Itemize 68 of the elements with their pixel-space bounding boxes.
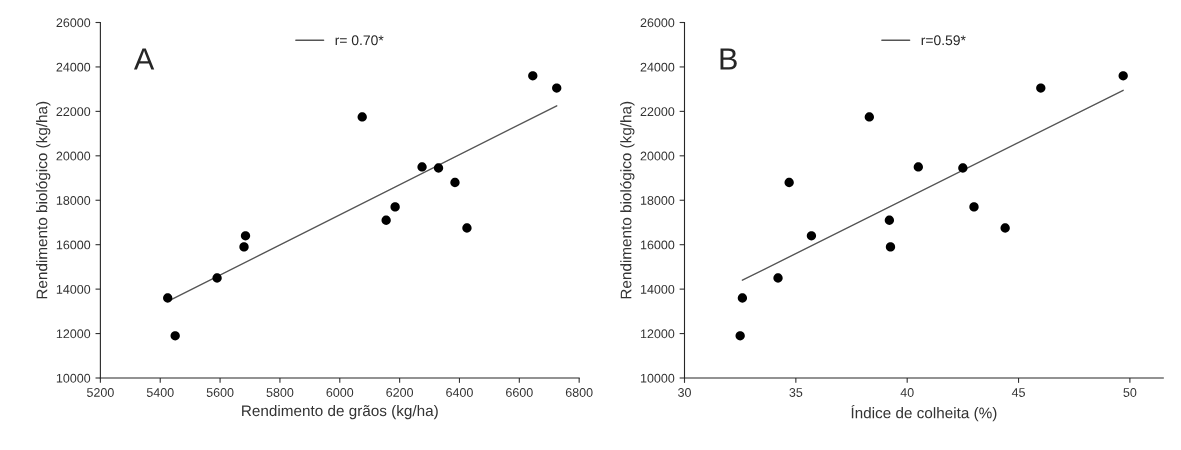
y-tick-label: 20000 — [56, 151, 91, 161]
point — [450, 177, 460, 188]
y-tick-label: 24000 — [56, 62, 91, 72]
point — [1000, 223, 1010, 233]
point — [381, 215, 391, 225]
x-tick-label: 5400 — [146, 388, 174, 397]
y-tick-label: 10000 — [640, 373, 675, 383]
point — [462, 223, 472, 233]
point — [552, 83, 562, 93]
y-tick-label: 24000 — [640, 62, 675, 72]
x-tick-label: 30 — [678, 388, 691, 397]
y-tick-label: 26000 — [56, 18, 91, 28]
x-tick-label: 6000 — [326, 388, 354, 397]
point — [958, 163, 968, 173]
x-axis-title: Rendimento de grãos (kg/ha) — [242, 404, 438, 420]
y-tick-label: 12000 — [640, 329, 675, 339]
x-tick-label: 6800 — [565, 388, 593, 397]
y-tick-label: 14000 — [56, 284, 91, 294]
point — [737, 293, 748, 303]
point — [1036, 83, 1046, 93]
x-tick-label: 35 — [789, 388, 803, 397]
point — [735, 331, 745, 341]
legend-label: r= 0.70* — [335, 35, 384, 46]
y-tick-label: 16000 — [640, 240, 675, 250]
point — [390, 202, 400, 212]
point — [784, 177, 794, 188]
legend-label: r=0.59* — [921, 35, 966, 46]
point — [417, 162, 427, 172]
y-tick-label: 18000 — [56, 196, 91, 205]
y-tick-label: 20000 — [640, 151, 675, 161]
y-tick-label: 22000 — [640, 107, 675, 117]
x-tick-label: 45 — [1011, 388, 1025, 397]
y-axis-title: Rendimento biológico (kg/ha) — [35, 101, 51, 299]
point — [240, 231, 251, 241]
point — [913, 162, 923, 172]
point — [528, 71, 538, 81]
x-axis-title: Índice de colheita (%) — [851, 404, 997, 422]
point — [884, 215, 895, 225]
point — [357, 112, 367, 122]
point — [433, 163, 444, 173]
y-tick-label: 26000 — [640, 18, 675, 28]
x-tick-label: 40 — [900, 388, 914, 397]
annotation: B — [720, 48, 737, 70]
point — [239, 242, 249, 252]
x-tick-label: 6400 — [446, 388, 473, 397]
point — [864, 112, 874, 122]
x-tick-label: 6200 — [386, 388, 414, 397]
x-tick-label: 6600 — [506, 388, 533, 397]
y-tick-label: 14000 — [640, 284, 675, 294]
x-tick-label: 50 — [1123, 388, 1137, 397]
point — [885, 242, 896, 252]
point — [773, 273, 783, 283]
point — [806, 231, 817, 241]
point — [969, 202, 979, 212]
y-axis-title: Rendimento biológico (kg/ha) — [620, 101, 635, 299]
x-tick-label: 5600 — [206, 388, 234, 397]
annotation: A — [133, 48, 155, 70]
point — [170, 331, 180, 341]
x-tick-label: 5200 — [86, 388, 114, 397]
y-tick-label: 18000 — [640, 196, 675, 205]
y-tick-label: 10000 — [56, 373, 91, 383]
y-tick-label: 22000 — [56, 107, 91, 117]
y-tick-label: 16000 — [56, 240, 91, 250]
point — [212, 273, 222, 283]
y-tick-label: 12000 — [56, 329, 91, 339]
x-tick-label: 5800 — [266, 388, 294, 397]
point — [163, 293, 173, 303]
point — [1118, 71, 1128, 81]
